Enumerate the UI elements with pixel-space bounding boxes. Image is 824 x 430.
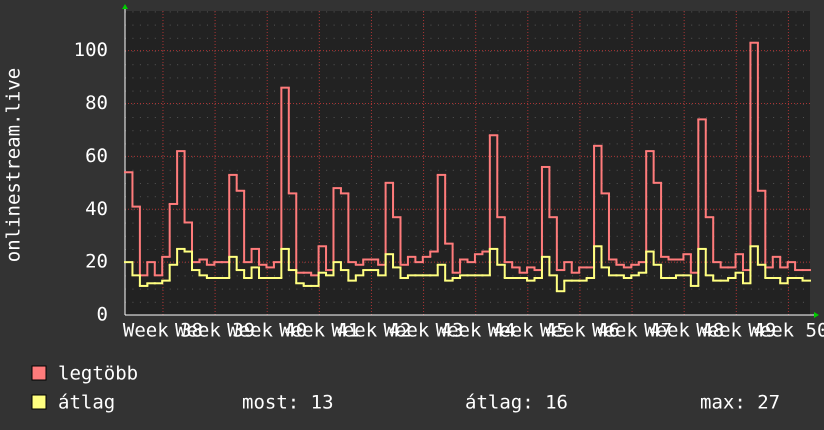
legend: legtöbb átlag most: 13 átlag: 16 max: 27 [31, 363, 780, 414]
x-tick-label: Week 48 [644, 320, 724, 342]
y-axis-label: onlinestream.live [3, 68, 25, 262]
x-tick-label: Week 39 [175, 320, 255, 342]
x-tick-label: Week 44 [436, 320, 516, 342]
x-tick-label: Week 47 [592, 320, 672, 342]
legend-swatch [31, 394, 47, 410]
x-tick-label: Week 43 [384, 320, 464, 342]
x-tick-label: Week 42 [331, 320, 411, 342]
x-tick-label: Week 40 [227, 320, 307, 342]
y-tick-label: 100 [74, 39, 108, 61]
minor-grid [125, 11, 810, 315]
stat: max: 27 [700, 392, 780, 414]
x-tick-label: Week 49 [696, 320, 776, 342]
x-tick-label: Week 45 [488, 320, 568, 342]
y-tick-label: 20 [85, 251, 108, 273]
axis-arrow [122, 4, 128, 9]
y-tick-label: 60 [85, 145, 108, 167]
legend-swatch [31, 365, 47, 381]
y-tick-label: 40 [85, 198, 108, 220]
stat: most: 13 [242, 392, 334, 414]
x-tick-label: Week 41 [279, 320, 359, 342]
legend-label: átlag [58, 392, 115, 414]
stat: átlag: 16 [465, 392, 568, 414]
axis-arrow [814, 312, 819, 318]
y-tick-label: 80 [85, 92, 108, 114]
x-tick-label: Week 38 [123, 320, 203, 342]
legend-label: legtöbb [58, 363, 138, 385]
x-tick-label: Week 50 [748, 320, 824, 342]
y-tick-label: 0 [97, 304, 108, 326]
x-tick-label: Week 46 [540, 320, 620, 342]
